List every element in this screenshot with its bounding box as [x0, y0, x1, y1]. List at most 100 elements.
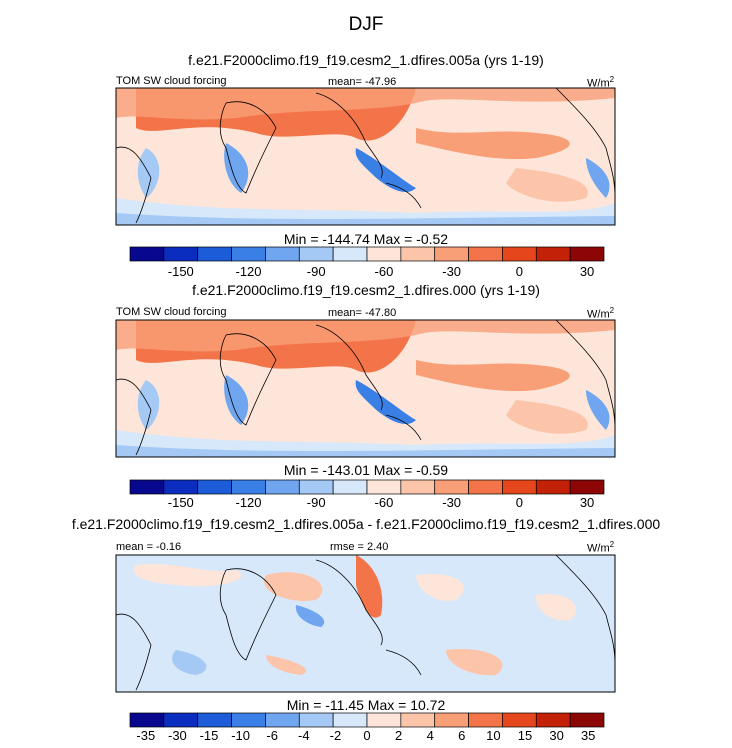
panel-1-mean-label: mean= -47.96	[328, 76, 397, 88]
colorbar-tick-label: -30	[442, 264, 462, 279]
map-1-south-ocean-deep	[116, 213, 615, 225]
map-2-coastlines	[115, 319, 616, 456]
colorbar-box	[535, 712, 571, 728]
colorbar-box	[197, 246, 232, 262]
colorbar-box	[366, 712, 402, 728]
map-1-east-pacific-low	[586, 158, 610, 198]
panel-1-colorbar-ticks: -150 -120 -90 -60 -30 0 30	[0, 264, 732, 280]
panel-2-left-label: TOM SW cloud forcing	[116, 306, 227, 318]
colorbar-box	[468, 479, 503, 495]
colorbar-tick-label: 30	[579, 264, 595, 279]
colorbar-tick-label: -90	[306, 264, 326, 279]
colorbar-box	[231, 246, 266, 262]
panel-3-title: f.e21.F2000climo.f19_f19.cesm2_1.dfires.…	[71, 516, 661, 532]
panel-3-rmse-label: rmse = 2.40	[330, 541, 389, 553]
panel-2-mean-label: mean= -47.80	[328, 307, 397, 319]
colorbar-tick-label: 0	[515, 264, 523, 279]
colorbar-tick-label: -120	[235, 264, 262, 279]
map-1-pacific-high	[416, 128, 570, 160]
colorbar-tick-label: -120	[235, 495, 262, 510]
colorbar-box	[332, 479, 368, 495]
colorbar-tick-label: 35	[580, 728, 596, 743]
colorbar-tick-label: -30	[442, 495, 462, 510]
map-3-south-negative	[172, 650, 207, 675]
colorbar-tick-label: 6	[458, 728, 466, 743]
colorbar-tick-label: -30	[167, 728, 187, 743]
colorbar-tick-label: -90	[306, 495, 326, 510]
colorbar-box	[129, 712, 165, 728]
map-2-north-band	[116, 320, 615, 352]
colorbar-tick-label: 30	[549, 728, 564, 743]
map-3-noise-2	[264, 572, 323, 601]
colorbar-tick-label: 0	[363, 728, 371, 743]
colorbar-box	[400, 479, 436, 495]
map-3-coastlines	[115, 554, 616, 691]
colorbar-tick-label: -35	[136, 728, 156, 743]
colorbar-box	[569, 712, 605, 728]
map-3-south-positive	[266, 655, 307, 675]
map-3-noise-1	[133, 563, 242, 587]
panel-3-map	[115, 554, 616, 693]
panel-2-minmax: Min = -143.01 Max = -0.59	[283, 462, 449, 478]
colorbar-box	[231, 712, 266, 728]
map-2-east-pacific-low	[586, 390, 610, 430]
panel-1-title: f.e21.F2000climo.f19_f19.cesm2_1.dfires.…	[188, 52, 544, 68]
panel-2-title: f.e21.F2000climo.f19_f19.cesm2_1.dfires.…	[192, 282, 540, 298]
map-1-africa-low	[224, 143, 249, 193]
colorbar-box	[265, 479, 300, 495]
panel-1-colorbar	[129, 246, 605, 262]
panel-1-left-label: TOM SW cloud forcing	[116, 75, 227, 87]
colorbar-box	[197, 479, 232, 495]
map-3-pacific-positive	[416, 574, 464, 601]
map-3-indian-negative	[295, 605, 325, 627]
panel-1-minmax: Min = -144.74 Max = -0.52	[283, 231, 449, 247]
colorbar-tick-label: -60	[374, 264, 394, 279]
panel-2-units: W/m2	[587, 306, 615, 321]
colorbar-box	[535, 479, 571, 495]
panel-3-minmax: Min = -11.45 Max = 10.72	[286, 697, 446, 713]
colorbar-box	[468, 246, 503, 262]
map-1-north-band	[116, 88, 615, 120]
colorbar-box	[468, 712, 503, 728]
map-2-se-pacific-high	[506, 400, 588, 434]
colorbar-box	[163, 712, 199, 728]
map-2-pacific-high	[416, 360, 570, 392]
colorbar-tick-label: 30	[579, 495, 595, 510]
colorbar-box	[265, 246, 300, 262]
panel-1-map	[115, 87, 616, 226]
colorbar-box	[163, 246, 199, 262]
colorbar-box	[332, 712, 368, 728]
map-2-warm-pool-low	[355, 380, 416, 425]
panel-3-colorbar	[129, 712, 605, 728]
colorbar-tick-label: 4	[426, 728, 434, 743]
panel-3-units: W/m2	[587, 540, 615, 555]
colorbar-box	[434, 246, 469, 262]
colorbar-box	[265, 712, 300, 728]
colorbar-tick-label: 10	[486, 728, 501, 743]
colorbar-box	[298, 479, 334, 495]
colorbar-box	[400, 712, 436, 728]
colorbar-tick-label: -6	[266, 728, 278, 743]
colorbar-box	[400, 246, 436, 262]
colorbar-tick-label: -2	[329, 728, 342, 743]
colorbar-tick-label: 2	[394, 728, 403, 743]
colorbar-box	[231, 479, 266, 495]
colorbar-tick-label: -4	[298, 728, 310, 743]
colorbar-tick-label: -150	[167, 264, 194, 279]
map-3-east-pacific-positive	[535, 594, 577, 621]
colorbar-box	[502, 479, 537, 495]
colorbar-box	[332, 246, 368, 262]
colorbar-box	[366, 246, 402, 262]
map-1-se-pacific-high	[506, 168, 588, 202]
map-1-coastlines	[115, 87, 616, 224]
colorbar-tick-label: -60	[374, 495, 394, 510]
colorbar-box	[434, 712, 469, 728]
map-2-africa-low	[224, 375, 249, 425]
figure-title: DJF	[348, 14, 384, 35]
colorbar-box	[502, 246, 537, 262]
colorbar-tick-label: -15	[199, 728, 219, 743]
colorbar-box	[129, 246, 165, 262]
colorbar-box	[569, 479, 605, 495]
colorbar-box	[298, 712, 334, 728]
panel-2-map	[115, 319, 616, 458]
